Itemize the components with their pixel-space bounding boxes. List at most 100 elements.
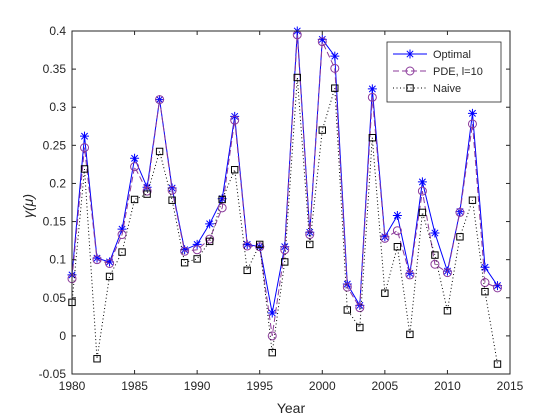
data-point [105, 258, 115, 268]
data-point [256, 240, 264, 249]
data-point [468, 196, 477, 204]
data-point [92, 255, 102, 265]
data-point [306, 240, 314, 249]
data-point [180, 259, 189, 267]
legend-marker [405, 49, 415, 59]
data-point [381, 289, 389, 297]
legend-entry: PDE, l=10 [393, 66, 483, 78]
data-point [417, 177, 427, 187]
data-point [455, 207, 465, 217]
data-point [180, 246, 190, 256]
data-point [342, 282, 352, 292]
data-point [155, 95, 165, 105]
data-point [343, 306, 352, 314]
data-point [318, 126, 326, 134]
data-point [217, 203, 227, 213]
data-point [155, 147, 164, 156]
data-point [243, 266, 251, 275]
data-point [380, 233, 390, 243]
data-point [117, 230, 127, 240]
data-point [442, 268, 452, 278]
data-point [230, 166, 239, 174]
data-point [430, 259, 440, 269]
data-point [217, 194, 227, 204]
data-point [418, 208, 427, 217]
data-point [481, 287, 489, 296]
data-point [230, 115, 240, 125]
data-point [305, 230, 315, 240]
data-point [392, 210, 402, 220]
series-circle [67, 30, 502, 341]
data-point [267, 308, 277, 318]
data-point [467, 108, 477, 118]
legend-marker [405, 66, 415, 76]
data-point [130, 162, 140, 172]
y-tick-label: 0.15 [43, 215, 67, 229]
data-point [267, 331, 277, 341]
data-point [205, 237, 214, 246]
y-tick-label: 0.05 [43, 291, 67, 305]
data-point [293, 73, 301, 82]
data-point [218, 195, 226, 204]
data-point [205, 234, 215, 244]
x-tick-label: 1995 [246, 379, 273, 393]
data-point [192, 239, 202, 249]
x-tick-label: 1990 [184, 379, 211, 393]
data-point [92, 253, 102, 263]
x-tick-label: 2015 [497, 379, 524, 393]
data-point [105, 257, 115, 267]
y-tick-label: 0.2 [49, 176, 66, 190]
data-point [80, 131, 90, 141]
x-tick-label: 1985 [121, 379, 148, 393]
x-tick-label: 2010 [434, 379, 461, 393]
legend-label: PDE, l=10 [433, 66, 483, 78]
legend-marker [406, 84, 414, 92]
data-point [330, 51, 340, 61]
data-point [193, 255, 201, 263]
data-point [430, 228, 440, 238]
axes-box [71, 30, 511, 375]
y-tick-label: 0.35 [43, 62, 67, 76]
data-point [80, 165, 89, 173]
data-point [168, 196, 176, 204]
data-point [368, 134, 377, 142]
data-point [393, 243, 402, 251]
data-point [355, 303, 365, 313]
y-axis-label: γ(μ) [20, 194, 36, 218]
data-point [480, 262, 490, 272]
data-point [367, 84, 377, 94]
data-point [480, 278, 490, 288]
data-point [130, 195, 139, 204]
data-point [117, 224, 127, 234]
data-point [105, 272, 114, 281]
data-point [392, 226, 402, 236]
legend-entry: Optimal [393, 49, 471, 61]
x-tick-label: 2000 [309, 379, 336, 393]
data-point [467, 119, 477, 129]
data-point [93, 355, 101, 363]
data-point [443, 307, 452, 315]
data-point [367, 92, 377, 102]
data-point [492, 283, 502, 293]
data-point [242, 241, 252, 251]
y-tick-label: 0.25 [43, 138, 67, 152]
data-point [317, 34, 327, 44]
data-point [417, 186, 427, 196]
data-point [492, 281, 502, 291]
y-tick-label: -0.05 [39, 367, 67, 381]
y-tick-label: 0.1 [49, 253, 66, 267]
data-point [205, 219, 215, 229]
data-point [80, 143, 90, 153]
series-square [68, 73, 502, 368]
data-point [330, 63, 340, 73]
x-axis-label: Year [277, 400, 306, 416]
data-point [142, 186, 152, 196]
data-point [493, 360, 502, 368]
data-point [431, 251, 439, 259]
data-point [405, 270, 415, 280]
data-point [456, 233, 464, 241]
y-tick-label: 0 [59, 329, 66, 343]
data-point [268, 348, 276, 357]
x-tick-label: 2005 [372, 379, 399, 393]
